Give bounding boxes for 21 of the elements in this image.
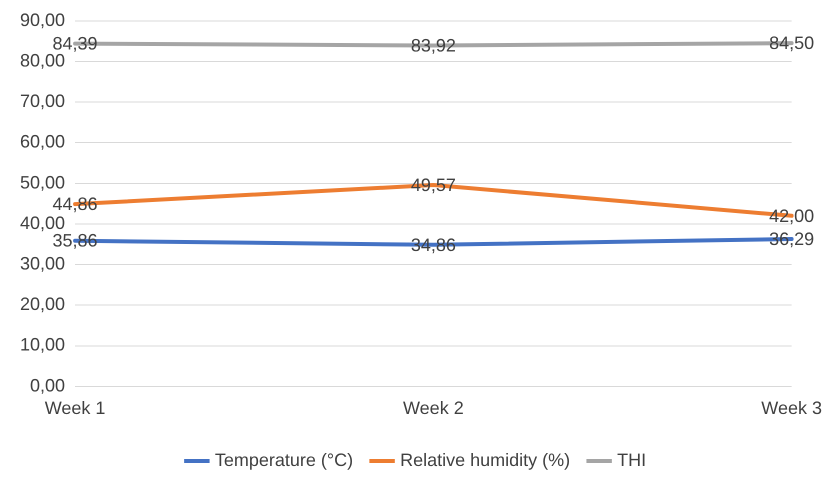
y-tick-label: 0,00 <box>30 375 66 396</box>
legend-label: Temperature (°C) <box>214 450 354 470</box>
y-tick-label: 30,00 <box>20 254 66 274</box>
x-tick-label: Week 1 <box>44 398 106 418</box>
data-label: 84,50 <box>769 33 814 54</box>
x-tick-label: Week 2 <box>402 398 464 418</box>
y-tick-label: 60,00 <box>20 132 66 152</box>
data-label: 44,86 <box>52 194 98 214</box>
y-tick-label: 20,00 <box>20 294 66 314</box>
x-tick-label: Week 3 <box>761 398 822 418</box>
y-tick-label: 90,00 <box>20 10 66 30</box>
legend-label: Relative humidity (%) <box>400 450 570 470</box>
y-tick-label: 10,00 <box>20 334 66 355</box>
y-tick-label: 50,00 <box>20 172 66 192</box>
legend-label: THI <box>617 450 646 470</box>
data-label: 35,86 <box>52 230 98 251</box>
data-label: 36,29 <box>769 228 814 249</box>
data-label: 83,92 <box>410 35 456 56</box>
y-tick-label: 40,00 <box>20 212 66 233</box>
y-tick-label: 70,00 <box>20 91 66 112</box>
data-label: 42,00 <box>769 206 814 226</box>
